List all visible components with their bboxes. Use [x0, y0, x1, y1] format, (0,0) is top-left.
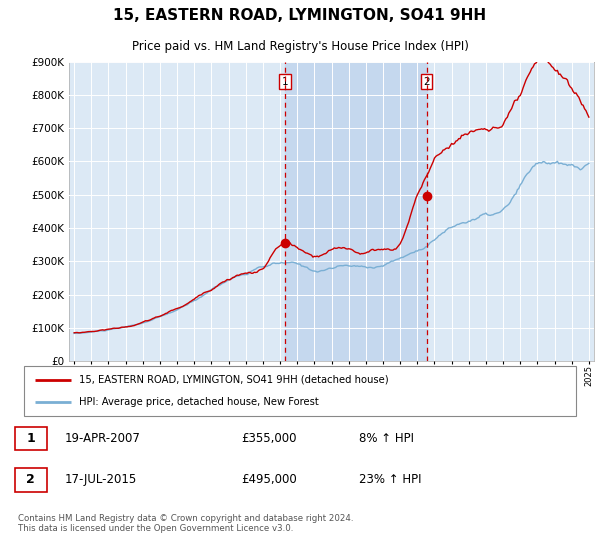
Text: Contains HM Land Registry data © Crown copyright and database right 2024.
This d: Contains HM Land Registry data © Crown c… — [18, 514, 353, 534]
Bar — [15, 468, 47, 492]
Text: 8% ↑ HPI: 8% ↑ HPI — [359, 432, 414, 445]
Text: 19-APR-2007: 19-APR-2007 — [65, 432, 140, 445]
Text: 2: 2 — [423, 77, 430, 87]
Text: HPI: Average price, detached house, New Forest: HPI: Average price, detached house, New … — [79, 397, 319, 407]
Text: £495,000: £495,000 — [241, 473, 297, 487]
Text: 23% ↑ HPI: 23% ↑ HPI — [359, 473, 421, 487]
Bar — [285, 62, 427, 361]
Text: 15, EASTERN ROAD, LYMINGTON, SO41 9HH: 15, EASTERN ROAD, LYMINGTON, SO41 9HH — [113, 8, 487, 22]
Text: 1: 1 — [281, 77, 289, 87]
Text: Price paid vs. HM Land Registry's House Price Index (HPI): Price paid vs. HM Land Registry's House … — [131, 40, 469, 53]
Bar — [15, 427, 47, 450]
Text: 17-JUL-2015: 17-JUL-2015 — [65, 473, 137, 487]
Text: 2: 2 — [26, 473, 35, 487]
Text: 15, EASTERN ROAD, LYMINGTON, SO41 9HH (detached house): 15, EASTERN ROAD, LYMINGTON, SO41 9HH (d… — [79, 375, 389, 385]
Text: 1: 1 — [26, 432, 35, 445]
Text: £355,000: £355,000 — [241, 432, 297, 445]
